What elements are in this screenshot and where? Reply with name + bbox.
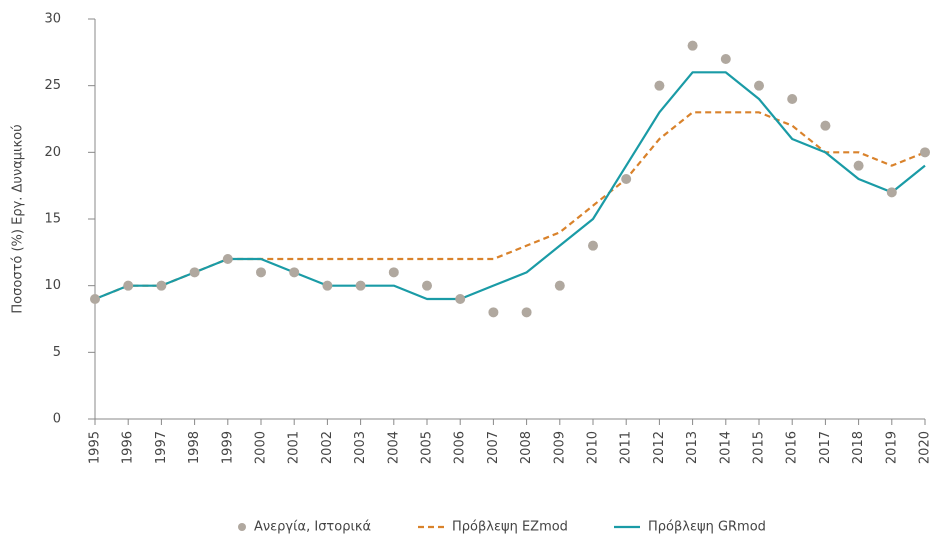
y-tick-label: 5 xyxy=(53,345,61,360)
y-tick-label: 0 xyxy=(53,412,61,427)
x-tick-label: 2009 xyxy=(552,431,567,464)
data-point xyxy=(488,307,499,318)
x-tick-label: 2012 xyxy=(652,431,667,464)
x-tick-label: 2011 xyxy=(619,431,634,464)
x-tick-label: 1995 xyxy=(88,431,103,464)
data-point xyxy=(388,267,399,278)
x-tick-label: 2018 xyxy=(851,431,866,464)
x-tick-label: 2003 xyxy=(353,431,368,464)
legend-label: Πρόβλεψη EZmod xyxy=(452,520,568,535)
x-tick-label: 1998 xyxy=(187,431,202,464)
data-point xyxy=(554,280,565,291)
x-tick-label: 2020 xyxy=(918,431,933,464)
x-tick-label: 1999 xyxy=(220,431,235,464)
x-tick-label: 2002 xyxy=(320,431,335,464)
data-point xyxy=(189,267,200,278)
x-tick-label: 2005 xyxy=(420,431,435,464)
x-tick-label: 2013 xyxy=(685,431,700,464)
series-line xyxy=(94,111,926,301)
legend-label: Ανεργία, Ιστορικά xyxy=(254,520,371,535)
x-tick-label: 2015 xyxy=(752,431,767,464)
data-point xyxy=(687,40,698,51)
data-point xyxy=(521,307,532,318)
data-point xyxy=(754,80,764,91)
data-point xyxy=(820,120,831,131)
legend-label: Πρόβλεψη GRmod xyxy=(648,520,766,535)
data-point xyxy=(787,94,798,104)
data-point xyxy=(422,280,432,291)
data-point xyxy=(355,280,366,291)
x-tick-label: 1996 xyxy=(121,431,136,464)
data-point xyxy=(90,294,100,304)
x-tick-label: 2010 xyxy=(586,431,601,464)
data-point xyxy=(455,294,466,304)
data-point xyxy=(322,280,333,291)
x-tick-label: 2016 xyxy=(785,431,800,464)
legend-marker xyxy=(238,523,246,531)
data-point xyxy=(156,280,167,291)
data-point xyxy=(886,187,897,198)
x-tick-label: 2000 xyxy=(254,431,269,464)
y-tick-label: 10 xyxy=(44,278,61,293)
data-point xyxy=(853,160,864,171)
x-tick-label: 2004 xyxy=(386,431,401,464)
y-tick-label: 20 xyxy=(44,145,61,160)
data-point xyxy=(289,267,300,278)
data-point xyxy=(256,267,266,278)
y-tick-label: 15 xyxy=(44,212,61,227)
x-tick-label: 2019 xyxy=(884,431,899,464)
data-point xyxy=(654,80,665,91)
data-point xyxy=(621,174,632,184)
data-point xyxy=(920,147,930,158)
x-tick-label: 2007 xyxy=(486,431,501,464)
data-point xyxy=(588,240,598,251)
x-tick-label: 1997 xyxy=(154,431,169,464)
series-line xyxy=(94,71,926,301)
x-tick-label: 2014 xyxy=(718,431,733,464)
data-point xyxy=(123,280,134,291)
data-point xyxy=(720,54,731,64)
y-tick-label: 30 xyxy=(44,12,61,27)
x-tick-label: 2008 xyxy=(519,431,534,464)
x-tick-label: 2006 xyxy=(453,431,468,464)
data-point xyxy=(222,254,233,264)
y-axis-label: Ποσοστό (%) Εργ. Δυναμικού xyxy=(11,124,26,313)
y-tick-label: 25 xyxy=(44,78,61,93)
x-tick-label: 2001 xyxy=(287,431,302,464)
x-tick-label: 2017 xyxy=(818,431,833,464)
